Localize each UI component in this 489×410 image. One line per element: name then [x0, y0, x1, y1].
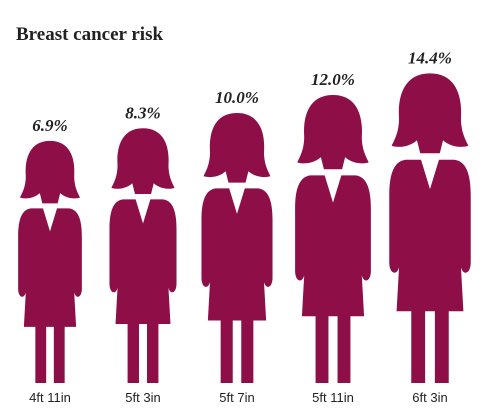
figure-leg: [35, 324, 47, 383]
figure-head: [203, 113, 271, 183]
figure-head: [391, 73, 469, 154]
figure-leg: [434, 308, 449, 383]
x-tick-label: 6ft 3in: [412, 390, 447, 405]
figure-body: [389, 159, 471, 312]
figure-body: [201, 188, 273, 321]
figure-leg: [241, 317, 254, 383]
figure-leg: [220, 317, 233, 383]
figure: [201, 113, 273, 383]
x-tick-label: 5ft 7in: [219, 390, 254, 405]
value-label: 12.0%: [311, 70, 355, 89]
figure-head: [20, 140, 80, 204]
figure: [109, 128, 177, 383]
figure-head: [111, 128, 175, 194]
x-tick-label: 5ft 11in: [312, 390, 354, 405]
figure-leg: [53, 324, 65, 383]
figure-leg: [315, 313, 329, 384]
figure-leg: [147, 321, 159, 383]
figure-leg: [127, 321, 139, 383]
figure: [18, 140, 82, 383]
figure-head: [297, 95, 369, 170]
value-label: 8.3%: [125, 103, 160, 122]
figure: [295, 95, 371, 384]
value-label: 10.0%: [215, 88, 259, 107]
figure-body: [109, 199, 177, 325]
figure: [389, 73, 471, 383]
figure-body: [18, 208, 82, 327]
figure-leg: [337, 313, 351, 384]
x-tick-label: 4ft 11in: [29, 390, 71, 405]
value-label: 14.4%: [408, 48, 452, 67]
value-label: 6.9%: [32, 116, 67, 135]
chart-title: Breast cancer risk: [16, 24, 163, 45]
figure-leg: [411, 308, 426, 383]
x-tick-label: 5ft 3in: [125, 390, 160, 405]
figure-body: [295, 175, 371, 317]
